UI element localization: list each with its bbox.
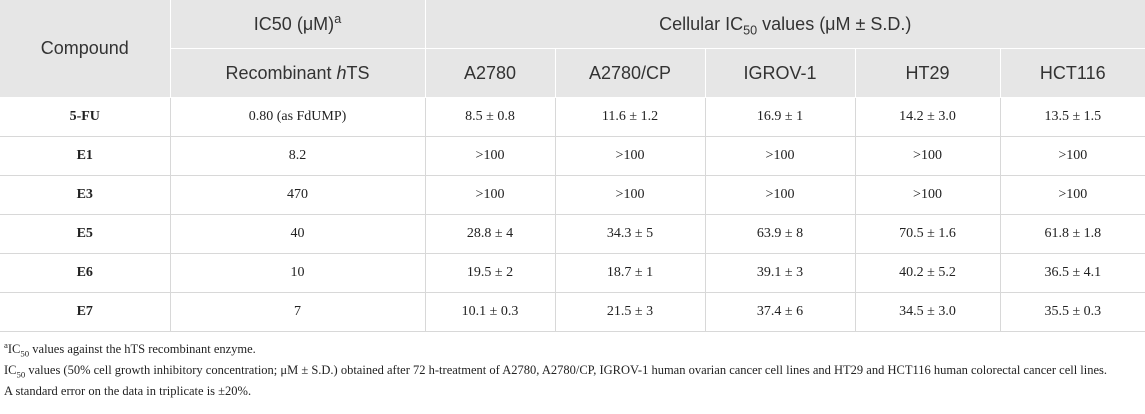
table-cell: E1 (0, 136, 171, 176)
table-cell: 470 (170, 175, 426, 215)
header-text: IC50 (μM) (253, 13, 335, 34)
header-cell: Cellular IC50 values (μM ± S.D.) (425, 0, 1145, 49)
table-cell: >100 (705, 136, 856, 176)
subscript: 50 (743, 23, 758, 38)
table-cell: 10.1 ± 0.3 (425, 292, 556, 332)
table-cell: 37.4 ± 6 (705, 292, 856, 332)
header-cell: HT29 (855, 48, 1001, 98)
table-cell: 21.5 ± 3 (555, 292, 706, 332)
table-cell: 10 (170, 253, 426, 293)
table-cell: 8.2 (170, 136, 426, 176)
table-cell: >100 (555, 175, 706, 215)
header-text: Cellular IC (659, 13, 744, 34)
table-row: 5-FU 0.80 (as FdUMP) 8.5 ± 0.8 11.6 ± 1.2 16… (0, 97, 1145, 137)
header-cell: Compound (0, 0, 171, 98)
table-cell: 0.80 (as FdUMP) (170, 97, 426, 137)
header-cell: IC50 (μM)a (170, 0, 426, 49)
table-row: E3 470 >100 >100 >100 >100 >100 (0, 175, 1145, 215)
table-cell: E3 (0, 175, 171, 215)
header-cell: A2780/CP (555, 48, 706, 98)
table-cell: >100 (855, 175, 1001, 215)
superscript: a (334, 11, 342, 26)
footnotes: aIC50 values against the hTS recombinant… (0, 332, 1145, 401)
table-row: E7 7 10.1 ± 0.3 21.5 ± 3 37.4 ± 6 34.5 ± 3.0 3… (0, 292, 1145, 332)
footnote: A standard error on the data in triplica… (4, 384, 252, 398)
table-cell: 61.8 ± 1.8 (1000, 214, 1145, 254)
table-row: E6 10 19.5 ± 2 18.7 ± 1 39.1 ± 3 40.2 ± 5.2 36… (0, 253, 1145, 293)
table-row: E5 40 28.8 ± 4 34.3 ± 5 63.9 ± 8 70.5 ± 1.6 61… (0, 214, 1145, 254)
header-cell: Recombinant hTS (170, 48, 426, 98)
header-text: values (μM ± S.D.) (757, 13, 912, 34)
table-cell: >100 (425, 136, 556, 176)
table-cell: 8.5 ± 0.8 (425, 97, 556, 137)
header-cell: A2780 (425, 48, 556, 98)
table-cell: 13.5 ± 1.5 (1000, 97, 1145, 137)
header-text: Recombinant (225, 62, 337, 83)
table-cell: >100 (1000, 136, 1145, 176)
table-cell: 28.8 ± 4 (425, 214, 556, 254)
table-cell: 19.5 ± 2 (425, 253, 556, 293)
table-cell: 7 (170, 292, 426, 332)
table-cell: 40 (170, 214, 426, 254)
header-row: Recombinant hTS A2780 A2780/CP IGROV-1 HT29… (0, 48, 1145, 98)
table-cell: 39.1 ± 3 (705, 253, 856, 293)
table-cell: >100 (1000, 175, 1145, 215)
table-cell: 16.9 ± 1 (705, 97, 856, 137)
table-cell: 34.5 ± 3.0 (855, 292, 1001, 332)
table-row: E1 8.2 >100 >100 >100 >100 >100 (0, 136, 1145, 176)
table-cell: E6 (0, 253, 171, 293)
table-cell: 70.5 ± 1.6 (855, 214, 1001, 254)
table-cell: 36.5 ± 4.1 (1000, 253, 1145, 293)
subscript: 50 (16, 369, 26, 380)
table-cell: 35.5 ± 0.3 (1000, 292, 1145, 332)
table-cell: >100 (425, 175, 556, 215)
table-cell: 63.9 ± 8 (705, 214, 856, 254)
header-row: Compound IC50 (μM)a Cellular IC50 values… (0, 0, 1145, 98)
table-cell: 11.6 ± 1.2 (555, 97, 706, 137)
footnote-text: IC (4, 363, 17, 377)
table-cell: >100 (555, 136, 706, 176)
table-cell: 34.3 ± 5 (555, 214, 706, 254)
footnote-text: IC (7, 342, 21, 356)
table-body: 5-FU 0.80 (as FdUMP) 8.5 ± 0.8 11.6 ± 1.2 16… (0, 97, 1145, 332)
table-cell: 40.2 ± 5.2 (855, 253, 1001, 293)
table-cell: E5 (0, 214, 171, 254)
data-table: Compound IC50 (μM)a Cellular IC50 values… (0, 0, 1145, 332)
table-cell: >100 (855, 136, 1001, 176)
table-cell: 5-FU (0, 97, 171, 137)
footnote: aIC50 values against the hTS recombinant… (4, 340, 1141, 359)
subscript: 50 (20, 348, 30, 359)
table-cell: E7 (0, 292, 171, 332)
table-cell: 18.7 ± 1 (555, 253, 706, 293)
footnote-text: values against the hTS recombinant enzym… (29, 342, 256, 356)
table-cell: >100 (705, 175, 856, 215)
superscript: a (4, 339, 8, 350)
footnote-text: values (50% cell growth inhibitory conce… (25, 363, 1108, 377)
header-cell: IGROV-1 (705, 48, 856, 98)
header-text: TS (346, 62, 370, 83)
table-cell: 14.2 ± 3.0 (855, 97, 1001, 137)
footnote: IC50 values (50% cell growth inhibitory … (4, 361, 1141, 380)
header-cell: HCT116 (1000, 48, 1145, 98)
header-text: h (336, 62, 347, 83)
